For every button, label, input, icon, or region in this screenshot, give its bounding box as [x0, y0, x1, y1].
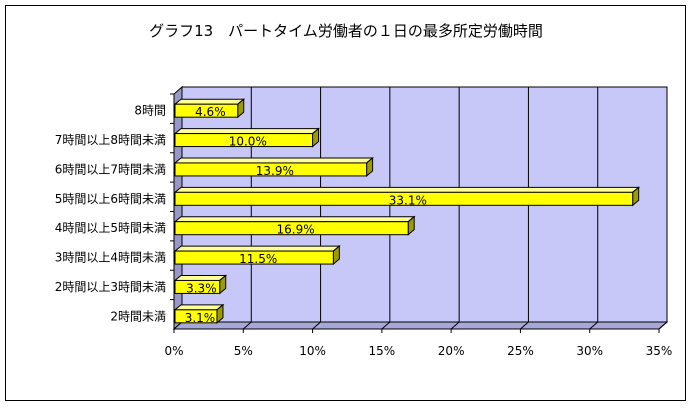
bar	[174, 191, 634, 206]
bar-top	[173, 186, 641, 193]
x-tick-label: 35%	[646, 344, 673, 358]
data-label: 4.6%	[195, 105, 226, 119]
floor-gridline	[520, 321, 529, 330]
x-tick-label: 10%	[299, 344, 326, 358]
bar	[174, 133, 314, 148]
data-label: 33.1%	[389, 193, 427, 207]
bar	[174, 309, 218, 324]
x-tick-label: 30%	[576, 344, 603, 358]
bar	[174, 221, 409, 236]
data-label: 11.5%	[239, 252, 277, 266]
category-label: 2時間以上3時間未満	[55, 280, 166, 294]
bar-top	[173, 216, 416, 223]
x-tick-label: 0%	[164, 344, 183, 358]
bar-top	[173, 128, 320, 135]
category-label: 8時間	[134, 104, 166, 118]
floor-gridline	[589, 321, 599, 330]
floor-gridline	[658, 321, 668, 330]
bar-top	[173, 274, 228, 281]
data-label: 16.9%	[277, 223, 315, 237]
chart-svg: グラフ13 パートタイム労働者の１日の最多所定労働時間 0% 5% 10% 15% 20…	[55, 22, 673, 358]
bar-top	[173, 304, 225, 311]
floor-gridline	[450, 321, 460, 330]
bar	[174, 103, 239, 118]
x-tick-label: 25%	[507, 344, 534, 358]
chart-title: グラフ13 パートタイム労働者の１日の最多所定労働時間	[149, 22, 543, 40]
category-label: 6時間以上7時間未満	[55, 162, 166, 176]
bar-top	[173, 245, 341, 252]
data-label: 10.0%	[229, 135, 267, 149]
data-label: 13.9%	[256, 164, 294, 178]
floor-gridline	[381, 321, 391, 330]
x-tick-label: 5%	[234, 344, 253, 358]
data-label: 3.1%	[185, 311, 216, 325]
plot-area: 0% 5% 10% 15% 20% 25% 30% 35% 8時間 4.6% 7時間以上8時間未満 1…	[55, 85, 673, 358]
floor-gridline	[312, 321, 321, 330]
category-label: 3時間以上4時間未満	[55, 251, 166, 265]
chart-frame: グラフ13 パートタイム労働者の１日の最多所定労働時間 0% 5% 10% 15% 20…	[5, 5, 686, 401]
bar	[174, 162, 368, 177]
category-label: 7時間以上8時間未満	[55, 133, 166, 147]
category-label: 2時間未満	[110, 309, 166, 323]
bar-top	[173, 98, 246, 105]
bar-top	[173, 157, 374, 164]
data-label: 3.3%	[186, 281, 217, 295]
category-label: 4時間以上5時間未満	[55, 221, 166, 235]
x-tick-label: 20%	[438, 344, 465, 358]
bar	[174, 279, 221, 294]
x-tick-label: 15%	[369, 344, 396, 358]
category-label: 5時間以上6時間未満	[55, 192, 166, 206]
bar	[174, 250, 334, 265]
floor-gridline	[242, 321, 252, 330]
